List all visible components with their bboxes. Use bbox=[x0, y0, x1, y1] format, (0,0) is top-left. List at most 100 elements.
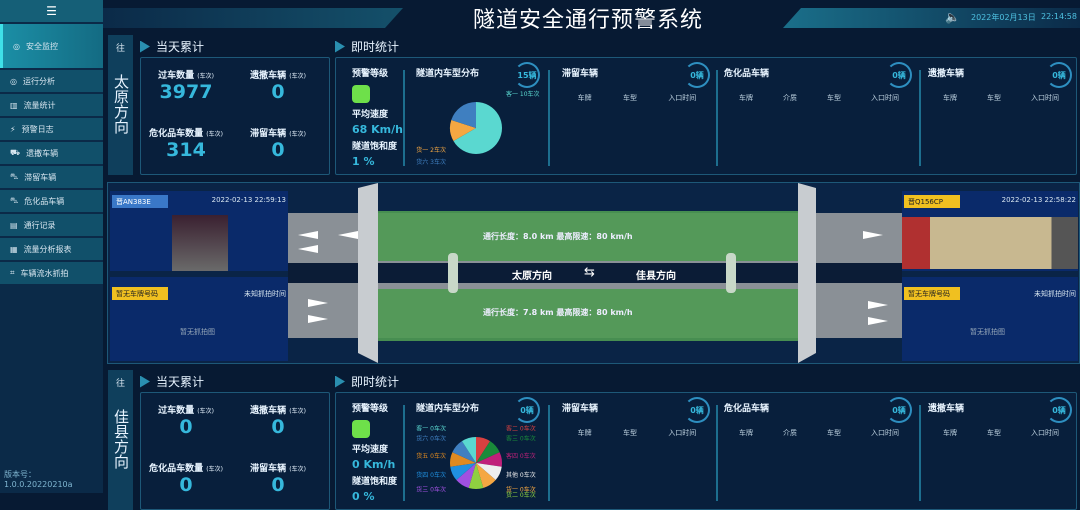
time: 22:14:58 bbox=[1041, 12, 1077, 21]
plate-badge: 晋Q156CP bbox=[904, 195, 960, 208]
tunnel-diagram bbox=[288, 183, 902, 363]
stat-value: 0 bbox=[271, 416, 285, 438]
sidebar-item-label: 预警日志 bbox=[21, 124, 54, 134]
pie-slice[interactable] bbox=[456, 463, 476, 488]
spill-title: 遗撒车辆 bbox=[928, 404, 965, 414]
stat-label: 滞留车辆 bbox=[250, 129, 287, 139]
sidebar-item[interactable]: ⚡ 预警日志 bbox=[0, 118, 103, 140]
stay-title: 滞留车辆 bbox=[562, 404, 599, 414]
speed-label: 平均速度 bbox=[352, 445, 389, 455]
direction-name: 太原方向 bbox=[112, 74, 130, 134]
pie-slice[interactable] bbox=[461, 437, 476, 463]
pie-label: 其他 0车次 bbox=[506, 471, 536, 479]
stat-unit: (车次) bbox=[289, 466, 306, 473]
daily-total-title: 当天累计 bbox=[140, 38, 204, 55]
spill-count: 0辆 bbox=[1046, 62, 1072, 88]
menu-toggle-icon[interactable]: ☰ bbox=[0, 0, 103, 22]
direction-prefix: 往 bbox=[115, 44, 125, 54]
spill-list: 遗撒车辆 0辆 车牌 车型 入口时间 bbox=[928, 397, 1074, 438]
vehicle-count: 0辆 bbox=[514, 397, 540, 423]
stay-list: 滞留车辆 0辆 车牌 车型 入口时间 bbox=[562, 397, 712, 438]
camera-capture-left-bottom[interactable]: 暂无车牌号码 未知抓拍时间 暂无抓拍图 bbox=[110, 277, 288, 361]
truck-spill-icon: ⛟ bbox=[10, 148, 21, 157]
pie-label: 客一 10车次 bbox=[506, 90, 540, 98]
sidebar-item[interactable]: ▦ 流量分析报表 bbox=[0, 238, 103, 260]
saturation-label: 隧道饱和度 bbox=[352, 142, 398, 152]
pie-slice[interactable] bbox=[476, 441, 500, 463]
direction-label: 往佳县方向 bbox=[108, 370, 133, 510]
warning-level-indicator bbox=[352, 85, 370, 103]
speaker-icon[interactable]: 🔈 bbox=[945, 10, 960, 24]
pie-label: 客二 0车次 bbox=[506, 424, 536, 432]
capture-time: 2022-02-13 22:58:22 bbox=[1001, 196, 1076, 204]
stat-label: 遗撒车辆 bbox=[250, 406, 287, 416]
stat-value: 0 bbox=[271, 81, 285, 103]
car-icon: ⛍ bbox=[10, 172, 19, 181]
column-header: 入口时间 bbox=[668, 94, 697, 102]
pie-label: 客四 0车次 bbox=[506, 452, 536, 460]
sidebar-item[interactable]: ⛟ 遗撒车辆 bbox=[0, 142, 103, 164]
column-header: 车型 bbox=[987, 429, 1001, 437]
stat-unit: (车次) bbox=[197, 408, 214, 415]
speed-value: 0 Km/h bbox=[352, 458, 396, 471]
sidebar-item[interactable]: ◎ 运行分析 bbox=[0, 70, 103, 92]
stat-label: 遗撒车辆 bbox=[250, 71, 287, 81]
pie-label: 货三 0车次 bbox=[416, 486, 446, 494]
stat-unit: (车次) bbox=[289, 131, 306, 138]
stat-label: 过车数量 bbox=[158, 71, 195, 81]
stat-item: 危化品车数量 (车次) 0 bbox=[141, 461, 231, 496]
pie-slice[interactable] bbox=[450, 463, 476, 481]
hazmat-list: 危化品车辆 0辆 车牌 介质 车型 入口时间 bbox=[724, 62, 914, 103]
speed-value: 68 Km/h bbox=[352, 123, 403, 136]
vehicle-photo[interactable] bbox=[902, 217, 1078, 269]
camera-capture-left-top[interactable]: 晋AN383E 2022-02-13 22:59:13 bbox=[110, 191, 288, 271]
camera-capture-right-bottom[interactable]: 暂无车牌号码 未知抓拍时间 暂无抓拍图 bbox=[902, 277, 1078, 361]
plate-badge: 暂无车牌号码 bbox=[904, 287, 960, 300]
vehicle-type-distribution-title: 隧道内车型分布 bbox=[416, 404, 480, 414]
pie-slice[interactable] bbox=[450, 452, 476, 467]
pie-slice[interactable] bbox=[452, 441, 476, 463]
sidebar-item[interactable]: ⛍ 滞留车辆 bbox=[0, 166, 103, 188]
sidebar-item[interactable]: ◎ 安全监控 bbox=[0, 24, 103, 68]
lower-tunnel-info: 通行长度：7.8 km 最高限速：80 km/h bbox=[483, 308, 633, 317]
pie-slice[interactable] bbox=[476, 437, 491, 463]
capture-time: 未知抓拍时间 bbox=[1034, 290, 1076, 298]
spill-count: 0辆 bbox=[1046, 397, 1072, 423]
pie-slice[interactable] bbox=[453, 102, 502, 154]
column-header: 车牌 bbox=[943, 429, 957, 437]
version-label: 版本号：1.0.0.20220210a bbox=[4, 470, 73, 489]
stat-item: 滞留车辆 (车次) 0 bbox=[233, 126, 323, 161]
warning-label: 预警等级 bbox=[352, 69, 389, 79]
column-header: 车型 bbox=[827, 429, 841, 437]
header-decoration bbox=[783, 8, 1080, 28]
sidebar-item[interactable]: ⌗ 车辆流水抓拍 bbox=[0, 262, 103, 284]
direction-prefix: 往 bbox=[115, 379, 125, 389]
stat-item: 滞留车辆 (车次) 0 bbox=[233, 461, 323, 496]
pie-slice[interactable] bbox=[476, 452, 502, 467]
capture-icon: ⌗ bbox=[10, 268, 15, 277]
spill-title: 遗撒车辆 bbox=[928, 69, 965, 79]
capture-time: 未知抓拍时间 bbox=[244, 290, 286, 298]
pie-slice[interactable] bbox=[476, 463, 502, 481]
pie-slice[interactable] bbox=[476, 463, 496, 488]
left-direction-label: 太原方向 bbox=[512, 271, 552, 282]
capture-time: 2022-02-13 22:59:13 bbox=[211, 196, 286, 204]
sidebar-item[interactable]: ▥ 流量统计 bbox=[0, 94, 103, 116]
camera-capture-right-top[interactable]: 晋Q156CP 2022-02-13 22:58:22 bbox=[902, 191, 1078, 271]
swap-direction-icon: ⇆ bbox=[584, 265, 595, 280]
stay-list: 滞留车辆 0辆 车牌 车型 入口时间 bbox=[562, 62, 712, 103]
vehicle-photo[interactable] bbox=[172, 215, 228, 271]
pie-slice[interactable] bbox=[450, 119, 476, 141]
column-header: 车牌 bbox=[577, 94, 592, 102]
pie-slice[interactable] bbox=[451, 102, 476, 128]
pie-label: 货六 0车次 bbox=[416, 435, 446, 443]
shield-icon: ◎ bbox=[13, 41, 20, 51]
sidebar-item-label: 遗撒车辆 bbox=[26, 148, 59, 158]
pie-slice[interactable] bbox=[468, 463, 484, 489]
date: 2022年02月13日 bbox=[971, 13, 1036, 22]
column-header: 车型 bbox=[622, 94, 637, 102]
sidebar-item[interactable]: ⛍ 危化品车辆 bbox=[0, 190, 103, 212]
sidebar-item[interactable]: ▤ 通行记录 bbox=[0, 214, 103, 236]
saturation-value: 0 % bbox=[352, 490, 375, 503]
